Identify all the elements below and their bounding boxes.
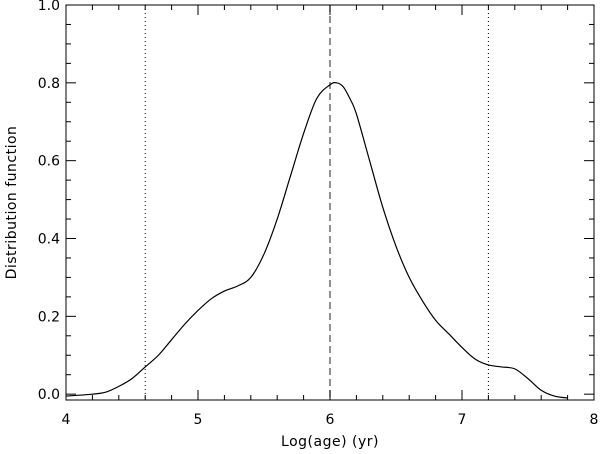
x-tick-label: 6 (326, 412, 335, 428)
y-tick-label: 0.4 (38, 231, 60, 247)
x-tick-label: 4 (62, 412, 71, 428)
x-tick-label: 8 (590, 412, 599, 428)
y-tick-label: 0.0 (38, 387, 60, 403)
reference-lines (144, 5, 489, 400)
y-tick-label: 1.0 (38, 0, 60, 14)
x-axis-label: Log(age) (yr) (281, 434, 379, 450)
x-tick-label: 5 (194, 412, 203, 428)
y-tick-label: 0.6 (38, 154, 60, 170)
axis-ticks: 4 5 6 7 8 0.0 0.2 0.4 0.6 0.8 1.0 (38, 0, 599, 428)
x-tick-label: 7 (458, 412, 467, 428)
y-tick-label: 0.8 (38, 76, 60, 92)
series-line (65, 82, 568, 399)
y-axis-label: Distribution function (4, 126, 20, 280)
y-tick-label: 0.2 (38, 309, 60, 325)
